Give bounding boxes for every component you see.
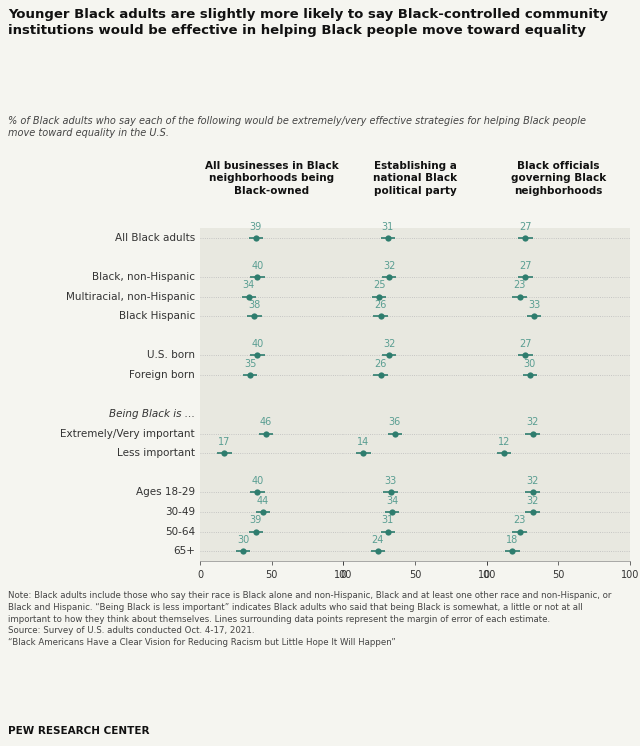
Text: 31: 31: [381, 515, 394, 525]
Text: Establishing a
national Black
political party: Establishing a national Black political …: [373, 161, 457, 195]
Text: 32: 32: [526, 476, 539, 486]
Text: 40: 40: [252, 339, 264, 349]
Text: 23: 23: [513, 515, 526, 525]
Text: 30-49: 30-49: [165, 507, 195, 517]
Text: 32: 32: [383, 260, 396, 271]
Text: Less important: Less important: [117, 448, 195, 458]
Text: 12: 12: [498, 437, 510, 447]
Text: 26: 26: [374, 359, 387, 369]
Text: 27: 27: [519, 222, 532, 231]
Text: 44: 44: [257, 496, 269, 506]
Text: 33: 33: [385, 476, 397, 486]
Text: 26: 26: [374, 300, 387, 310]
Text: Black Hispanic: Black Hispanic: [119, 311, 195, 321]
Text: Ages 18-29: Ages 18-29: [136, 487, 195, 498]
Text: 40: 40: [252, 260, 264, 271]
Text: Younger Black adults are slightly more likely to say Black-controlled community
: Younger Black adults are slightly more l…: [8, 8, 608, 37]
Text: % of Black adults who say each of the following would be extremely/very effectiv: % of Black adults who say each of the fo…: [8, 116, 586, 139]
Text: 32: 32: [383, 339, 396, 349]
Text: 24: 24: [372, 535, 384, 545]
Text: 35: 35: [244, 359, 257, 369]
Text: 17: 17: [218, 437, 230, 447]
Text: 18: 18: [506, 535, 518, 545]
Text: Multiracial, non-Hispanic: Multiracial, non-Hispanic: [66, 292, 195, 301]
Text: 34: 34: [386, 496, 398, 506]
Text: 33: 33: [528, 300, 540, 310]
Text: 36: 36: [389, 418, 401, 427]
Text: Black officials
governing Black
neighborhoods: Black officials governing Black neighbor…: [511, 161, 606, 195]
Text: U.S. born: U.S. born: [147, 351, 195, 360]
Text: 25: 25: [373, 280, 385, 290]
Text: 65+: 65+: [173, 546, 195, 557]
Text: 30: 30: [237, 535, 249, 545]
Text: All businesses in Black
neighborhoods being
Black-owned: All businesses in Black neighborhoods be…: [205, 161, 339, 195]
Text: 50-64: 50-64: [165, 527, 195, 536]
Text: 27: 27: [519, 339, 532, 349]
Text: All Black adults: All Black adults: [115, 233, 195, 242]
Text: PEW RESEARCH CENTER: PEW RESEARCH CENTER: [8, 726, 150, 736]
Text: 14: 14: [357, 437, 369, 447]
Text: 39: 39: [250, 222, 262, 231]
Text: 38: 38: [248, 300, 260, 310]
Text: 31: 31: [381, 222, 394, 231]
Text: 30: 30: [524, 359, 536, 369]
Text: Black, non-Hispanic: Black, non-Hispanic: [92, 272, 195, 282]
Text: Extremely/Very important: Extremely/Very important: [60, 429, 195, 439]
Text: 32: 32: [526, 496, 539, 506]
Text: Being Black is …: Being Black is …: [109, 409, 195, 419]
Text: Foreign born: Foreign born: [129, 370, 195, 380]
Text: 23: 23: [513, 280, 526, 290]
Text: 39: 39: [250, 515, 262, 525]
Text: 40: 40: [252, 476, 264, 486]
Text: 27: 27: [519, 260, 532, 271]
Text: 34: 34: [243, 280, 255, 290]
Text: Note: Black adults include those who say their race is Black alone and non-Hispa: Note: Black adults include those who say…: [8, 591, 611, 648]
Text: 32: 32: [526, 418, 539, 427]
Text: 46: 46: [260, 418, 272, 427]
